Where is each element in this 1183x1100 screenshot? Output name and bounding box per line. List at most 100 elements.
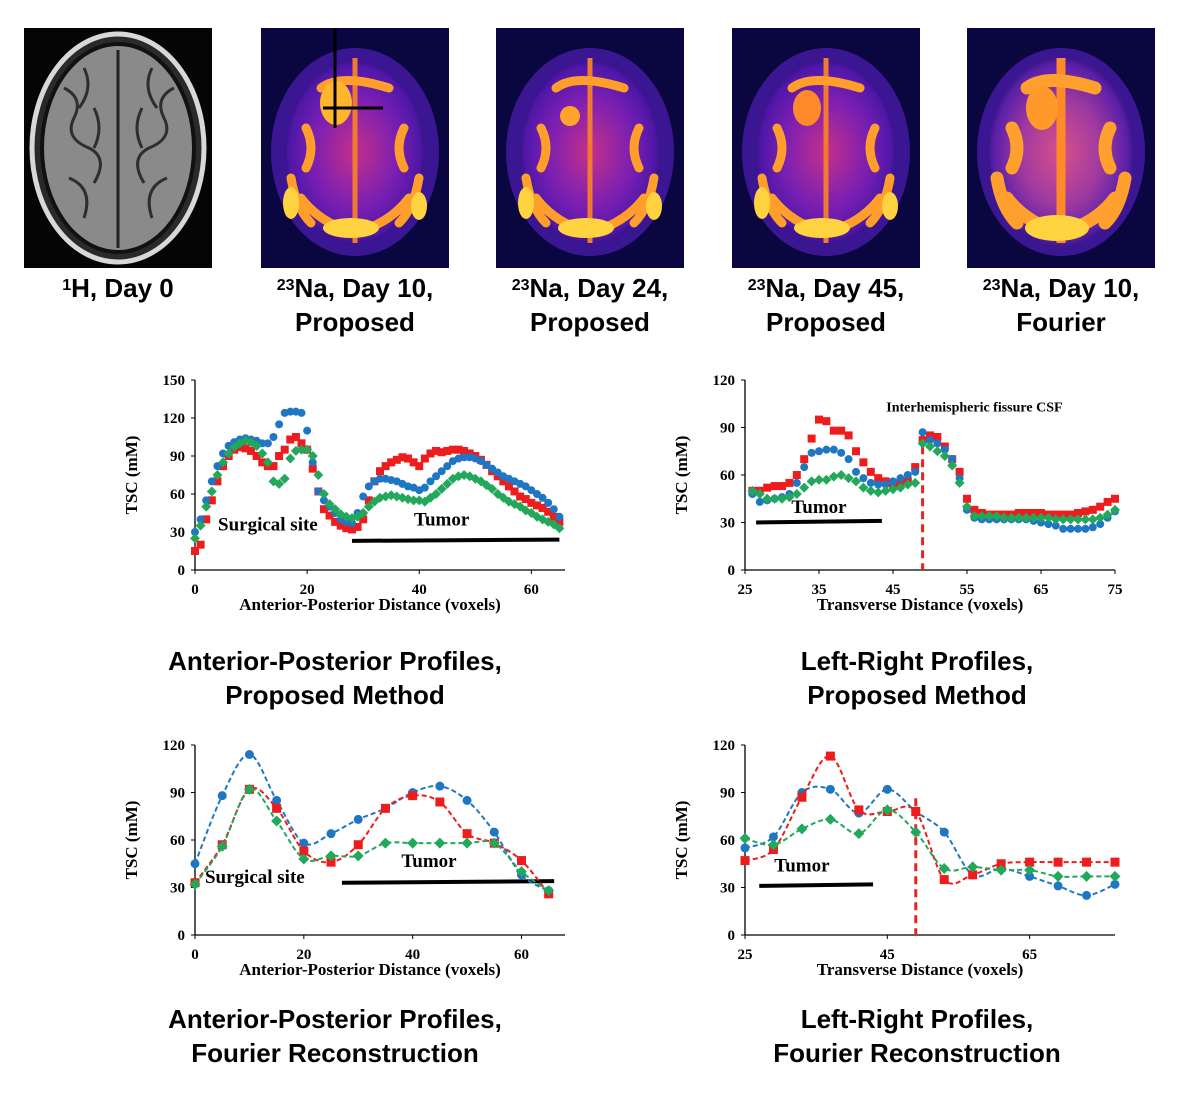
data-point-red: [325, 511, 334, 520]
x-axis-label: Transverse Distance (voxels): [817, 960, 1023, 979]
data-point-blue: [190, 859, 200, 869]
data-point-blue: [376, 474, 384, 483]
data-point-red: [207, 496, 216, 505]
data-point-red: [970, 505, 979, 514]
data-point-green: [216, 840, 228, 852]
sodium-day24-proposed-image: [496, 28, 684, 268]
data-point-red: [1088, 505, 1097, 514]
data-point-red: [504, 482, 513, 491]
y-tick-label: 60: [720, 833, 735, 849]
sodium-day45-proposed-image: [732, 28, 920, 268]
data-point-green: [195, 520, 206, 531]
data-point-red: [319, 505, 328, 514]
data-point-blue: [1053, 881, 1063, 891]
y-axis-label: TSC (mM): [672, 436, 691, 515]
nucleus-superscript: 23: [511, 277, 530, 294]
chart-title-line1: Anterior-Posterior Profiles,: [168, 646, 502, 676]
data-point-green: [307, 451, 318, 461]
data-point-blue: [432, 472, 441, 481]
x-tick-label: 20: [296, 947, 311, 963]
data-point-red: [364, 496, 373, 505]
data-point-blue: [903, 471, 912, 479]
data-point-green: [1050, 514, 1061, 525]
data-point-red: [342, 524, 351, 533]
series-red-line: [194, 786, 550, 895]
chart-title: Anterior-Posterior Profiles, Fourier Rec…: [75, 1002, 595, 1070]
data-point-red: [1082, 857, 1092, 867]
data-point-green: [925, 441, 935, 452]
data-point-red: [252, 452, 261, 460]
data-point-red: [499, 477, 508, 486]
data-point-blue: [822, 445, 831, 454]
data-point-red: [202, 515, 211, 524]
x-tick-label: 40: [412, 582, 427, 598]
data-point-red: [939, 875, 949, 885]
image-caption: 23Na, Day 10, Fourier: [943, 271, 1179, 339]
data-point-green: [520, 505, 531, 516]
data-point-green: [747, 485, 758, 496]
data-point-green: [201, 501, 212, 512]
data-point-red: [353, 840, 363, 850]
data-point-red: [1025, 857, 1035, 867]
caption-line1: Na, Day 24,: [529, 273, 669, 303]
data-point-red: [409, 458, 418, 467]
caption-line2: Fourier: [1016, 307, 1106, 337]
data-point-blue: [521, 482, 530, 491]
data-point-blue: [1082, 890, 1092, 900]
data-point-green: [969, 511, 980, 522]
data-point-blue: [1066, 524, 1075, 533]
data-point-red: [516, 492, 525, 501]
caption-line1: Na, Day 10,: [294, 273, 434, 303]
data-point-green: [853, 828, 865, 840]
x-tick-label: 45: [886, 582, 901, 598]
data-point-red: [822, 417, 831, 426]
data-point-blue: [359, 492, 368, 501]
data-point-red: [376, 467, 384, 476]
data-point-green: [777, 493, 787, 504]
data-point-green: [784, 492, 795, 503]
x-tick-label: 75: [1108, 582, 1123, 598]
data-point-blue: [1025, 871, 1035, 881]
data-point-green: [1013, 512, 1024, 523]
data-point-red: [291, 433, 300, 441]
data-point-green: [268, 476, 279, 487]
data-point-green: [910, 826, 922, 838]
data-point-green: [461, 837, 473, 849]
y-tick-label: 90: [170, 786, 185, 802]
data-point-red: [926, 431, 934, 440]
data-point-red: [398, 453, 407, 462]
data-point-blue: [933, 439, 942, 448]
data-point-red: [415, 462, 424, 471]
data-point-blue: [275, 420, 284, 429]
data-point-red: [432, 446, 441, 455]
data-point-green: [436, 483, 447, 494]
data-point-blue: [213, 462, 222, 471]
data-point-red: [770, 482, 779, 491]
data-point-red: [1053, 857, 1063, 867]
data-point-blue: [544, 498, 553, 507]
y-axis-label: TSC (mM): [122, 436, 141, 515]
y-tick-label: 150: [163, 373, 186, 389]
chart-title-line2: Proposed Method: [807, 680, 1027, 710]
data-point-green: [434, 837, 446, 849]
data-point-green: [902, 479, 913, 490]
data-point-blue: [1044, 520, 1053, 529]
data-point-red: [392, 455, 401, 464]
data-point-red: [404, 454, 413, 463]
data-point-green: [888, 484, 898, 495]
nucleus-superscript: 23: [982, 277, 1001, 294]
caption-line1: Na, Day 45,: [765, 273, 905, 303]
data-point-blue: [299, 838, 309, 848]
data-point-red: [275, 452, 284, 460]
x-tick-label: 40: [405, 947, 420, 963]
data-point-green: [274, 478, 285, 489]
x-tick-label: 20: [300, 582, 315, 598]
x-tick-label: 0: [191, 947, 199, 963]
tumor-extent-bar: [756, 518, 882, 525]
data-point-green: [962, 501, 972, 512]
nucleus-superscript: 1: [62, 277, 72, 294]
data-point-red: [837, 426, 846, 435]
data-point-red: [815, 415, 823, 424]
y-tick-label: 90: [170, 449, 185, 465]
data-point-green: [754, 489, 765, 499]
